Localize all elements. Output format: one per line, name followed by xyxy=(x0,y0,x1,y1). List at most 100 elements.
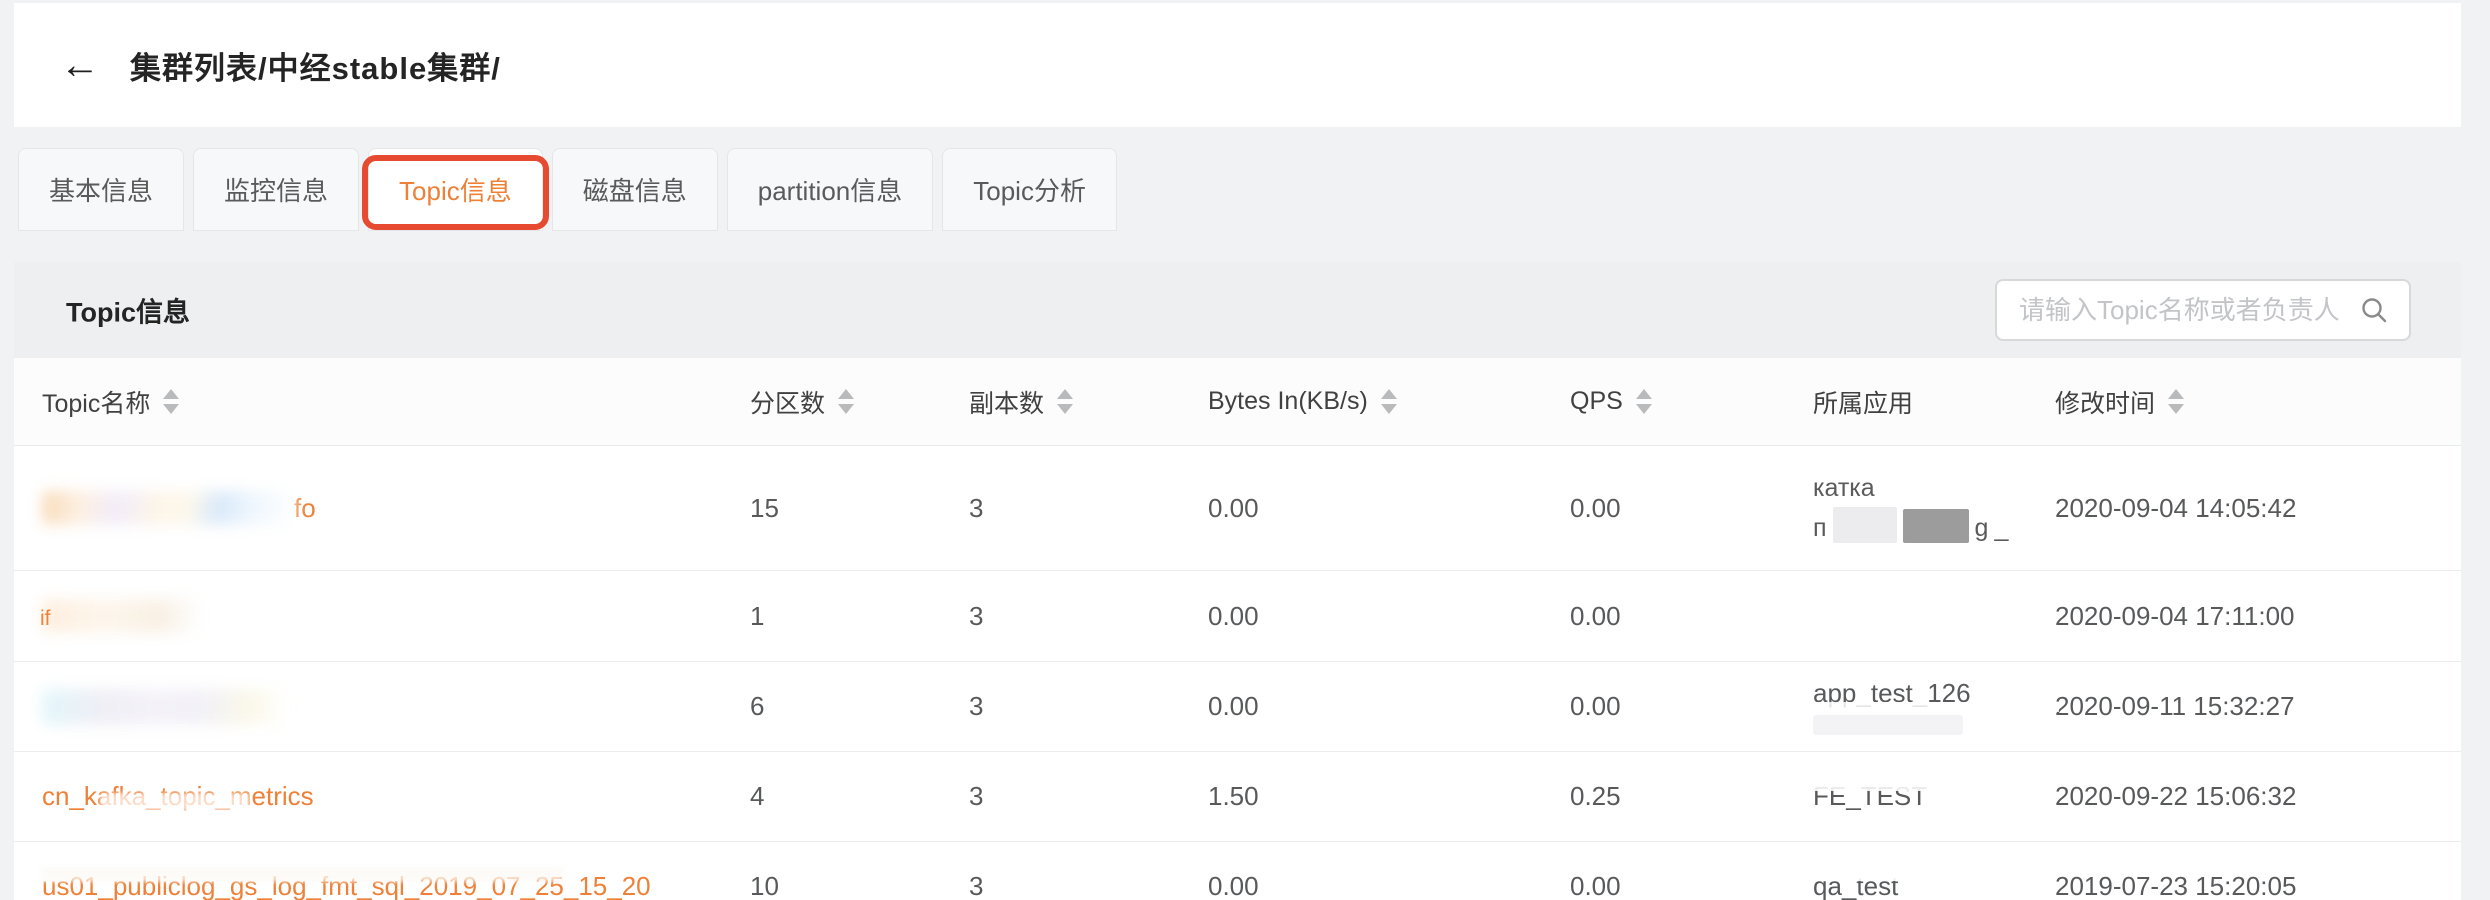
column-header-bytes-in: Bytes In(KB/s) xyxy=(1208,387,1570,416)
table-header-row: Topic名称 分区数 副本数 Bytes In(KB/s) QPS 所属应用 xyxy=(14,358,2461,446)
app-fragment: п xyxy=(1813,513,1827,542)
table-row: fo 15 3 0.00 0.00 катка п g _ 2020-09-04… xyxy=(14,446,2461,571)
app-fragment: g xyxy=(1974,513,1989,542)
qps-cell: 0.00 xyxy=(1570,691,1621,721)
sort-icon[interactable] xyxy=(2168,389,2185,414)
topic-search-box xyxy=(1995,279,2411,341)
redaction-smudge xyxy=(100,793,250,811)
section-header: Topic信息 xyxy=(14,262,2461,358)
column-header-partitions: 分区数 xyxy=(750,384,969,420)
column-label: 分区数 xyxy=(750,389,826,418)
partitions-cell: 4 xyxy=(750,781,765,811)
qps-cell: 0.25 xyxy=(1570,781,1621,811)
modified-time-cell: 2020-09-11 15:32:27 xyxy=(2055,691,2295,721)
bytes-in-cell: 0.00 xyxy=(1208,871,1259,900)
topic-table: Topic名称 分区数 副本数 Bytes In(KB/s) QPS 所属应用 xyxy=(14,358,2461,900)
search-icon[interactable] xyxy=(2359,295,2389,325)
app-name-partial: катка xyxy=(1813,473,1875,502)
topic-name-link[interactable]: if xyxy=(14,599,750,633)
redaction-smudge xyxy=(42,867,563,882)
topic-fragment: fo xyxy=(294,492,316,523)
table-row: cn_kafka_topic_metrics 4 3 1.50 0.25 FE_… xyxy=(14,752,2461,842)
replicas-cell: 3 xyxy=(969,691,984,721)
app-cell: app_test_126 xyxy=(1809,678,2059,735)
page-header: ← 集群列表/中经stable集群/ xyxy=(14,3,2461,127)
section-title: Topic信息 xyxy=(66,297,190,328)
tab-monitor-info[interactable]: 监控信息 xyxy=(193,148,360,231)
column-label: Topic名称 xyxy=(42,389,151,418)
replicas-cell: 3 xyxy=(969,492,984,523)
column-header-replicas: 副本数 xyxy=(969,384,1208,420)
search-input[interactable] xyxy=(1997,294,2359,326)
topic-name-link[interactable]: fo xyxy=(14,491,750,525)
redaction-smudge xyxy=(42,599,200,633)
partitions-cell: 15 xyxy=(750,492,779,523)
app-cell: FE_TEST xyxy=(1808,778,2055,812)
column-header-qps: QPS xyxy=(1570,387,1813,416)
column-label: 副本数 xyxy=(969,389,1045,418)
table-row: 6 3 0.00 0.00 app_test_126 2020-09-11 15… xyxy=(14,662,2461,752)
tab-label: 磁盘信息 xyxy=(582,176,687,206)
tab-label: Topic信息 xyxy=(399,176,512,206)
redaction-block xyxy=(1832,506,1897,543)
tab-label: 基本信息 xyxy=(49,176,154,206)
sort-icon[interactable] xyxy=(1635,389,1652,414)
replicas-cell: 3 xyxy=(969,600,984,631)
app-cell: qa_test xyxy=(1808,868,2055,900)
partitions-cell: 1 xyxy=(750,600,765,631)
app-name: qa_test xyxy=(1813,871,1899,900)
partitions-cell: 6 xyxy=(750,691,765,721)
modified-time-cell: 2020-09-04 14:05:42 xyxy=(2055,492,2297,523)
bytes-in-cell: 0.00 xyxy=(1208,600,1259,631)
column-label: QPS xyxy=(1570,387,1623,415)
tab-label: Topic分析 xyxy=(973,176,1086,206)
breadcrumb-title: 集群列表/中经stable集群/ xyxy=(130,50,501,86)
sort-icon[interactable] xyxy=(1057,389,1074,414)
table-row: us01_publiclog_gs_log_fmt_sql_2019_07_25… xyxy=(14,842,2461,900)
redaction-smudge xyxy=(42,491,294,525)
column-label: 所属应用 xyxy=(1813,389,1914,418)
topic-name-link[interactable]: cn_kafka_topic_metrics xyxy=(14,781,750,812)
modified-time-cell: 2019-07-23 15:20:05 xyxy=(2055,871,2297,900)
topic-fragment: if xyxy=(40,607,51,630)
replicas-cell: 3 xyxy=(969,871,984,900)
app-name: app_test_126 xyxy=(1813,678,1971,708)
app-redaction-line: п g _ xyxy=(1813,506,2055,543)
bytes-in-cell: 0.00 xyxy=(1208,691,1259,721)
column-header-app: 所属应用 xyxy=(1813,384,2055,420)
back-arrow-icon[interactable]: ← xyxy=(60,43,100,87)
topic-name-link[interactable] xyxy=(14,688,750,725)
tab-topic-analysis[interactable]: Topic分析 xyxy=(942,148,1117,231)
tab-topic-info[interactable]: Topic信息 xyxy=(362,148,549,231)
app-fragment: _ xyxy=(1994,513,2009,542)
sort-icon[interactable] xyxy=(163,389,180,414)
modified-time-cell: 2020-09-22 15:06:32 xyxy=(2055,781,2297,811)
partitions-cell: 10 xyxy=(750,871,779,900)
column-label: Bytes In(KB/s) xyxy=(1208,387,1368,415)
redaction-smudge xyxy=(42,688,286,725)
tab-bar: 基本信息 监控信息 Topic信息 磁盘信息 partition信息 Topic… xyxy=(18,148,1117,231)
sort-icon[interactable] xyxy=(1380,389,1397,414)
tab-label: partition信息 xyxy=(757,176,903,206)
app-cell: катка п g _ xyxy=(1813,474,2055,543)
tab-label: 监控信息 xyxy=(224,176,329,206)
bytes-in-cell: 0.00 xyxy=(1208,492,1259,523)
tab-partition-info[interactable]: partition信息 xyxy=(726,148,934,231)
tab-disk-info[interactable]: 磁盘信息 xyxy=(551,148,718,231)
replicas-cell: 3 xyxy=(969,781,984,811)
bytes-in-cell: 1.50 xyxy=(1208,781,1259,811)
redaction-block xyxy=(1813,715,1963,735)
qps-cell: 0.00 xyxy=(1570,871,1621,900)
tab-basic-info[interactable]: 基本信息 xyxy=(18,148,185,231)
column-header-modified-time: 修改时间 xyxy=(2055,384,2461,420)
qps-cell: 0.00 xyxy=(1570,600,1621,631)
modified-time-cell: 2020-09-04 17:11:00 xyxy=(2055,600,2295,631)
column-label: 修改时间 xyxy=(2055,389,2156,418)
qps-cell: 0.00 xyxy=(1570,492,1621,523)
sort-icon[interactable] xyxy=(838,389,855,414)
column-header-topic-name: Topic名称 xyxy=(14,384,750,420)
app-name: FE_TEST xyxy=(1813,781,1928,811)
topic-name-link[interactable]: us01_publiclog_gs_log_fmt_sql_2019_07_25… xyxy=(14,867,750,900)
table-row: if 1 3 0.00 0.00 2020-09-04 17:11:00 xyxy=(14,571,2461,662)
